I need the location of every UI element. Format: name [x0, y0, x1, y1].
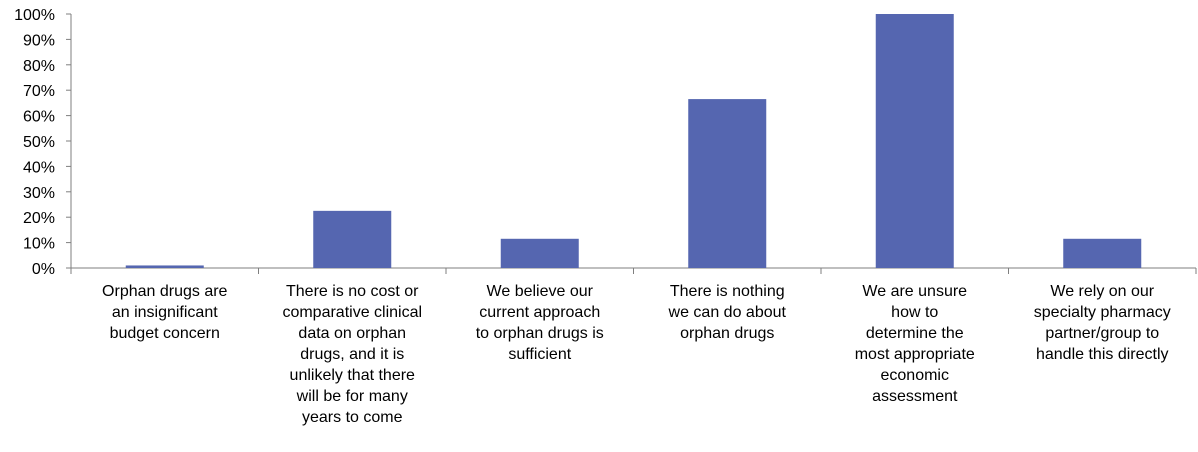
x-category-label: We rely on our specialty pharmacy partner/…	[1034, 283, 1171, 363]
y-tick-label: 90%	[23, 32, 55, 49]
bars	[125, 14, 1142, 268]
y-tick-label: 10%	[23, 236, 55, 253]
y-tick-label: 40%	[23, 159, 55, 176]
x-category-label: We believe our current approach to orphan …	[476, 283, 604, 363]
bar	[875, 14, 954, 268]
x-category-label: There is nothing we can do about orphan dr…	[668, 283, 787, 342]
bar	[500, 238, 579, 268]
y-tick-label: 0%	[32, 261, 55, 278]
bar	[688, 99, 767, 268]
y-tick-label: 20%	[23, 210, 55, 227]
x-axis	[70, 267, 1197, 274]
x-category-label: Orphan drugs are an insignificant budget c…	[102, 283, 228, 342]
bar	[313, 210, 392, 268]
x-category-label: There is no cost or comparative clinical d…	[282, 283, 422, 426]
x-category-label: We are unsure how to determine the most app…	[855, 283, 975, 405]
bar	[1063, 238, 1142, 268]
y-tick-label: 100%	[14, 7, 55, 24]
y-axis: 0% 10% 20% 30% 40% 50% 60% 70% 80% 90% 100%	[14, 7, 72, 278]
y-tick-label: 30%	[23, 185, 55, 202]
y-tick-label: 80%	[23, 58, 55, 75]
category-labels: Orphan drugs are an insignificant budget c…	[102, 283, 1171, 426]
y-tick-label: 50%	[23, 134, 55, 151]
y-tick-label: 60%	[23, 109, 55, 126]
bar	[125, 265, 204, 268]
y-tick-label: 70%	[23, 83, 55, 100]
